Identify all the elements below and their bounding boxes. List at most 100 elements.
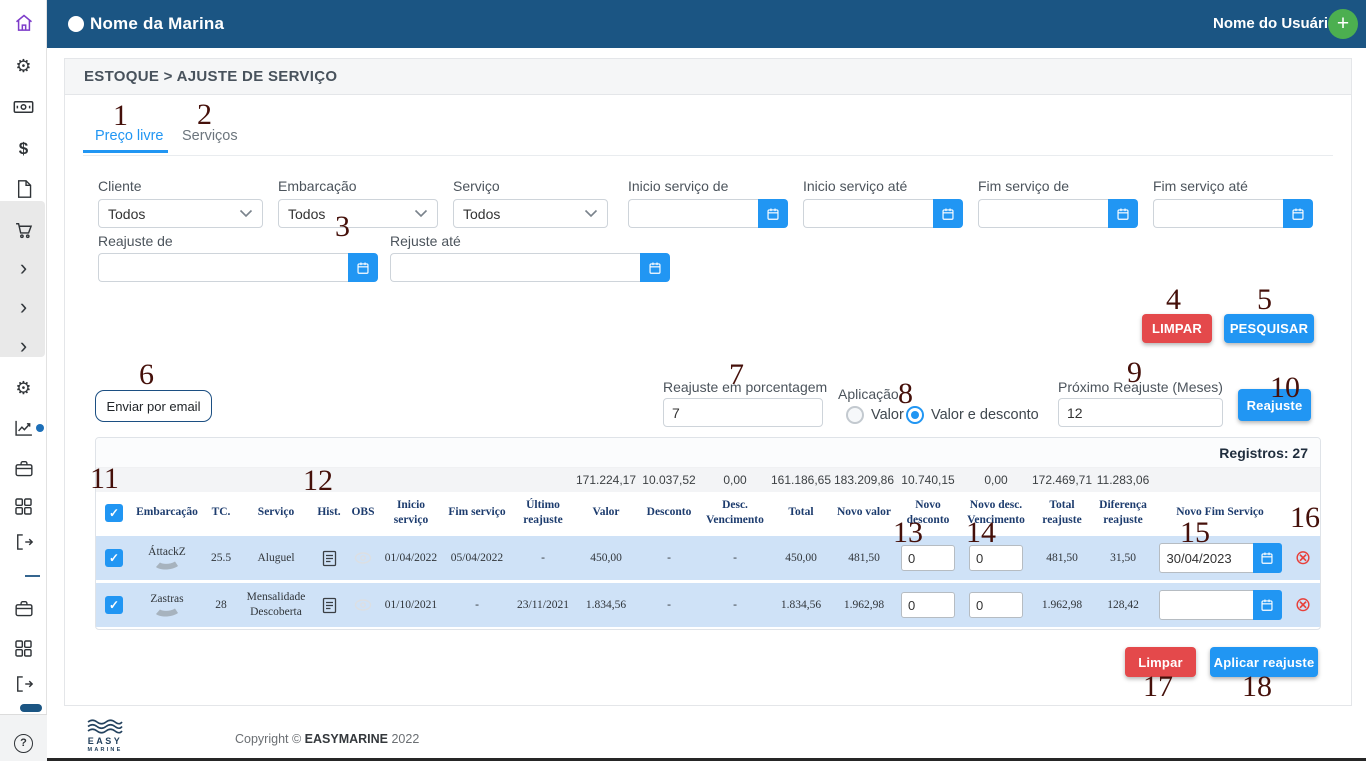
annotation-15: 15 — [1180, 516, 1210, 549]
check-icon: ✓ — [108, 551, 120, 565]
check-icon: ✓ — [108, 505, 120, 520]
novo-desc-vencimento-input[interactable] — [969, 592, 1023, 618]
proximo-reajuste-input[interactable] — [1058, 398, 1223, 427]
row-checkbox[interactable]: ✓ — [105, 596, 123, 614]
gear-icon[interactable]: ⚙ — [15, 378, 32, 398]
calendar-button[interactable] — [933, 199, 963, 228]
calendar-button[interactable] — [758, 199, 788, 228]
gear-icon[interactable]: ⚙ — [15, 56, 32, 76]
cliente-select[interactable]: Todos — [98, 199, 263, 228]
plus-icon: + — [1336, 12, 1350, 35]
radio-valor-e-desconto[interactable]: Valor e desconto — [906, 406, 1039, 424]
tab-servicos[interactable]: Serviços — [182, 128, 238, 144]
delete-row-icon[interactable]: ⊗ — [1294, 595, 1312, 615]
novo-fim-servico-field — [1158, 590, 1282, 620]
logout-icon[interactable] — [0, 672, 47, 696]
history-document-icon[interactable] — [322, 597, 337, 614]
calendar-icon — [357, 261, 369, 274]
chart-icon[interactable] — [0, 416, 47, 440]
eye-icon[interactable] — [354, 552, 372, 564]
reajuste-porcentagem-input[interactable] — [663, 398, 823, 427]
table-row: ✓ ÁttackZ 25.5 Aluguel 01/04/2022 05/04/… — [96, 536, 1320, 580]
boat-icon — [156, 608, 178, 617]
novo-desconto-input[interactable] — [901, 545, 955, 571]
briefcase-icon[interactable] — [0, 596, 47, 620]
eye-icon[interactable] — [354, 599, 372, 611]
select-all-checkbox[interactable]: ✓ — [105, 503, 123, 522]
annotation-3: 3 — [335, 210, 350, 243]
home-icon[interactable] — [0, 11, 47, 35]
reajuste-button[interactable]: Reajuste — [1238, 389, 1311, 421]
aplicar-reajuste-button[interactable]: Aplicar reajuste — [1210, 647, 1318, 677]
grid-icon[interactable] — [0, 494, 47, 518]
grid-icon[interactable] — [0, 636, 47, 660]
tabs-divider — [83, 155, 1333, 156]
cell-hist — [312, 550, 346, 567]
file-icon[interactable] — [0, 177, 47, 201]
radio-valor[interactable]: Valor — [846, 406, 904, 424]
calendar-icon — [1292, 207, 1304, 220]
limpar-button[interactable]: Limpar — [1125, 647, 1196, 677]
radio-circle-on[interactable] — [906, 406, 924, 424]
dollar-icon[interactable]: $ — [18, 138, 29, 158]
servico-select[interactable]: Todos — [453, 199, 608, 228]
radio-circle-off[interactable] — [846, 406, 864, 424]
logout-icon[interactable] — [0, 530, 47, 554]
total-novo-desc-vencimento: 0,00 — [984, 473, 1008, 487]
pesquisar-button[interactable]: PESQUISAR — [1224, 314, 1314, 343]
calendar-button[interactable] — [348, 253, 378, 282]
embarcacao-label: Embarcação — [278, 178, 357, 194]
cart-icon[interactable] — [0, 218, 47, 242]
novo-fim-servico-field — [1158, 543, 1282, 573]
annotation-17: 17 — [1143, 670, 1173, 703]
sidebar-scroll-pill — [20, 704, 42, 712]
annotation-9: 9 — [1127, 356, 1142, 389]
reajuste-porcentagem-label: Reajuste em porcentagem — [663, 379, 828, 395]
marina-name: Nome da Marina — [90, 14, 225, 33]
fim-servico-ate-input[interactable] — [1153, 199, 1283, 228]
calendar-button[interactable] — [1108, 199, 1138, 228]
fim-servico-de-input[interactable] — [978, 199, 1108, 228]
chevron-right-icon[interactable]: › — [19, 333, 28, 358]
embarcacao-select[interactable]: Todos — [278, 199, 438, 228]
aplicacao-label: Aplicação — [838, 386, 899, 402]
history-document-icon[interactable] — [322, 550, 337, 567]
calendar-button[interactable] — [1252, 543, 1282, 573]
chevron-right-icon[interactable]: › — [19, 255, 28, 280]
inicio-servico-de-input[interactable] — [628, 199, 758, 228]
novo-fim-servico-input[interactable] — [1158, 590, 1253, 620]
copyright: Copyright © EASYMARINE 2022 — [235, 732, 420, 746]
chevron-right-icon[interactable]: › — [19, 294, 28, 319]
row-checkbox[interactable]: ✓ — [105, 549, 123, 567]
add-button[interactable]: + — [1328, 9, 1358, 39]
breadcrumb-bar: ESTOQUE > AJUSTE DE SERVIÇO — [64, 58, 1352, 95]
cell-tc: 28 — [215, 598, 227, 611]
sidebar-active-section — [0, 201, 45, 357]
cliente-label: Cliente — [98, 178, 142, 194]
user-name[interactable]: Nome do Usuário — [1213, 15, 1338, 32]
calendar-button[interactable] — [1252, 590, 1282, 620]
calendar-icon — [767, 207, 779, 220]
novo-desc-vencimento-input[interactable] — [969, 545, 1023, 571]
reajuste-de-input[interactable] — [98, 253, 348, 282]
rejuste-ate-input[interactable] — [390, 253, 640, 282]
calendar-button[interactable] — [640, 253, 670, 282]
limpar-filtros-button[interactable]: LIMPAR — [1142, 314, 1212, 343]
banknote-icon[interactable] — [0, 95, 47, 119]
enviar-por-email-button[interactable]: Enviar por email — [95, 390, 212, 422]
calendar-button[interactable] — [1283, 199, 1313, 228]
delete-row-icon[interactable]: ⊗ — [1294, 548, 1312, 568]
novo-desconto-input[interactable] — [901, 592, 955, 618]
novo-fim-servico-input[interactable] — [1158, 543, 1253, 573]
briefcase-icon[interactable] — [0, 456, 47, 480]
cell-diferenca-reajuste: 31,50 — [1110, 551, 1136, 564]
cell-diferenca-reajuste: 128,42 — [1107, 598, 1139, 611]
cell-total-reajuste: 1.962,98 — [1041, 598, 1083, 611]
cell-total-reajuste: 481,50 — [1046, 551, 1078, 564]
col-novo-valor: Novo valor — [837, 506, 891, 519]
table-totals-row: 171.224,17 10.037,52 0,00 161.186,65 183… — [96, 468, 1320, 492]
tab-preco-livre[interactable]: Preço livre — [95, 128, 164, 144]
help-icon[interactable]: ? — [0, 731, 47, 755]
inicio-servico-ate-input[interactable] — [803, 199, 933, 228]
sidebar: ⚙ $ › › › ⚙ — [0, 0, 47, 761]
